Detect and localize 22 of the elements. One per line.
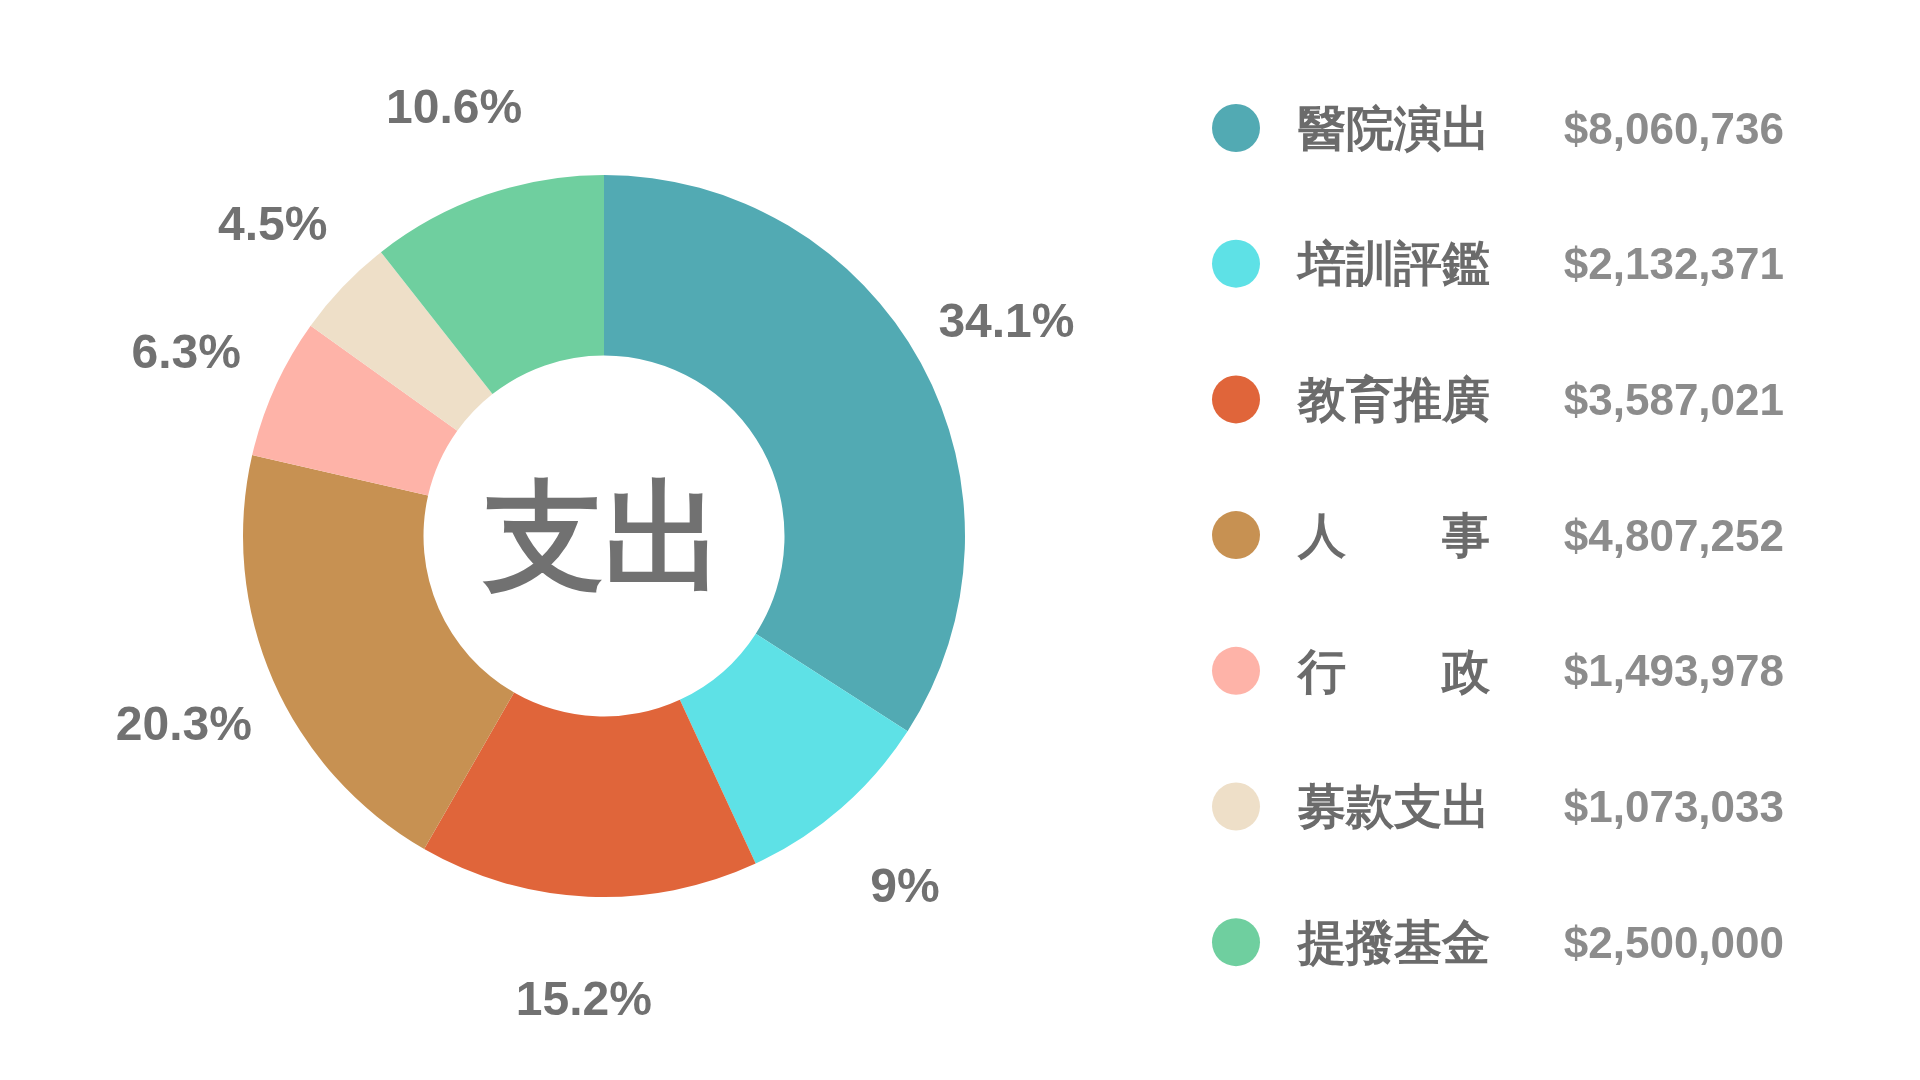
annotation: $2,500,000 [1563, 917, 1784, 967]
data-label: 34.1% [938, 293, 1075, 347]
annotation: $3,587,021 [1563, 374, 1784, 424]
legend-label: 提撥基金 [1298, 915, 1490, 969]
annotation: $1,073,033 [1563, 782, 1784, 831]
legend-label: 募款支出 [1298, 780, 1490, 833]
annotation: $4,807,252 [1563, 510, 1784, 560]
annotation: $2,132,371 [1563, 239, 1784, 289]
legend-label: 教育推廣 [1298, 372, 1490, 426]
legend-label: 醫院演出 [1298, 101, 1490, 155]
data-label: 6.3% [131, 324, 241, 378]
data-label: 10.6% [386, 80, 523, 134]
data-label: 15.2% [515, 971, 652, 1025]
data-label: 20.3% [115, 696, 252, 750]
title: 支出 [484, 469, 724, 603]
data-label: 9% [870, 859, 940, 913]
legend-label: 人事 [1298, 508, 1490, 562]
data-label: 4.5% [218, 196, 328, 250]
annotation: $8,060,736 [1563, 103, 1784, 153]
legend-label: 培訓評鑑 [1298, 237, 1490, 291]
legend-label: 行政 [1298, 644, 1490, 698]
annotation: $1,493,978 [1563, 646, 1784, 696]
